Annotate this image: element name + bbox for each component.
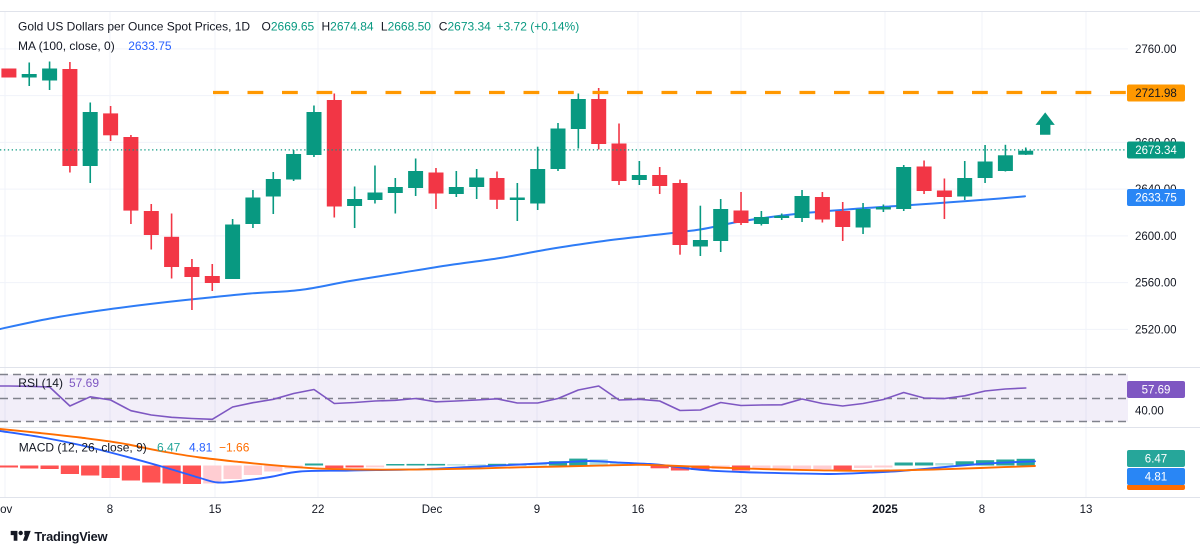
- svg-text:8: 8: [979, 504, 985, 516]
- svg-text:2633.75: 2633.75: [1135, 193, 1177, 205]
- svg-text:9: 9: [534, 504, 540, 516]
- svg-text:23: 23: [735, 504, 748, 516]
- svg-text:MA (100, close, 0)2633.75: MA (100, close, 0) 2633.75: [18, 39, 172, 53]
- svg-text:Gold US Dollars per Ounce Spot: Gold US Dollars per Ounce Spot Prices, 1…: [18, 20, 579, 34]
- svg-text:40.00: 40.00: [1135, 406, 1164, 418]
- svg-text:2560.00: 2560.00: [1135, 278, 1177, 290]
- svg-text:16: 16: [632, 504, 645, 516]
- svg-text:Nov: Nov: [0, 504, 12, 516]
- svg-text:RSI (14)57.69: RSI (14) 57.69: [18, 376, 99, 390]
- svg-text:TradingView: TradingView: [34, 529, 107, 544]
- svg-text:2673.34: 2673.34: [1135, 145, 1177, 157]
- svg-text:13: 13: [1080, 504, 1093, 516]
- svg-text:2721.98: 2721.98: [1135, 88, 1177, 100]
- svg-text:15: 15: [209, 504, 222, 516]
- svg-text:2600.00: 2600.00: [1135, 231, 1177, 243]
- svg-text:Dec: Dec: [422, 504, 443, 516]
- svg-text:2025: 2025: [872, 504, 898, 516]
- svg-text:22: 22: [312, 504, 325, 516]
- svg-text:2760.00: 2760.00: [1135, 44, 1177, 56]
- svg-text:4.81: 4.81: [1145, 472, 1167, 484]
- svg-text:6.47: 6.47: [1145, 454, 1167, 466]
- svg-text:2520.00: 2520.00: [1135, 324, 1177, 336]
- svg-text:57.69: 57.69: [1142, 385, 1171, 397]
- svg-text:MACD (12, 26, close, 9)6.474.8: MACD (12, 26, close, 9) 6.47 4.81 −1.66: [19, 440, 250, 454]
- svg-text:8: 8: [107, 504, 113, 516]
